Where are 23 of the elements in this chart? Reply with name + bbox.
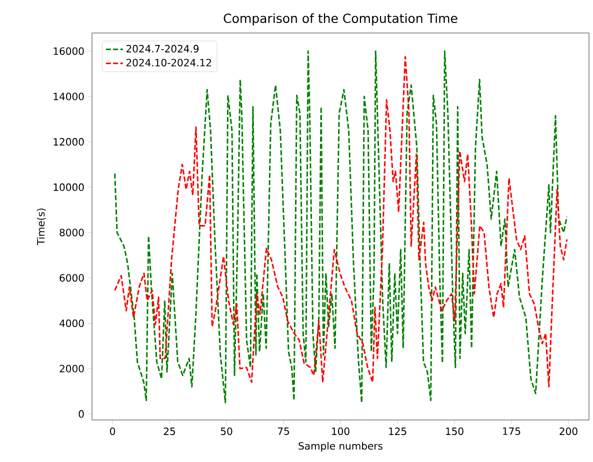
x-tick-label: 125 <box>389 428 406 436</box>
chart-title: Comparison of the Computation Time <box>224 13 458 26</box>
x-tick-label: 200 <box>560 428 578 436</box>
x-tick-label: 25 <box>164 428 176 436</box>
x-tick-label: 150 <box>446 428 464 436</box>
x-tick-label: 75 <box>278 428 289 435</box>
legend-label: 2024.10-2024.12 <box>126 58 212 66</box>
x-tick-label: 175 <box>503 428 520 435</box>
y-tick-label: 0 <box>78 410 84 418</box>
y-tick-label: 10000 <box>54 183 84 191</box>
y-tick-label: 8000 <box>60 228 84 236</box>
x-axis-title: Sample numbers <box>298 442 382 452</box>
y-tick-label: 6000 <box>60 274 84 282</box>
y-tick-label: 4000 <box>60 319 84 328</box>
y-tick-label: 14000 <box>54 92 84 100</box>
legend-label: 2024.7-2024.9 <box>126 44 199 52</box>
x-tick-label: 0 <box>110 428 116 436</box>
y-tick-label: 16000 <box>54 47 84 55</box>
y-tick-label: 2000 <box>60 364 84 372</box>
x-tick-label: 100 <box>332 428 350 436</box>
y-tick-label: 12000 <box>54 138 84 146</box>
y-axis-title: Time(s) <box>36 208 46 246</box>
x-tick-label: 50 <box>220 428 232 436</box>
